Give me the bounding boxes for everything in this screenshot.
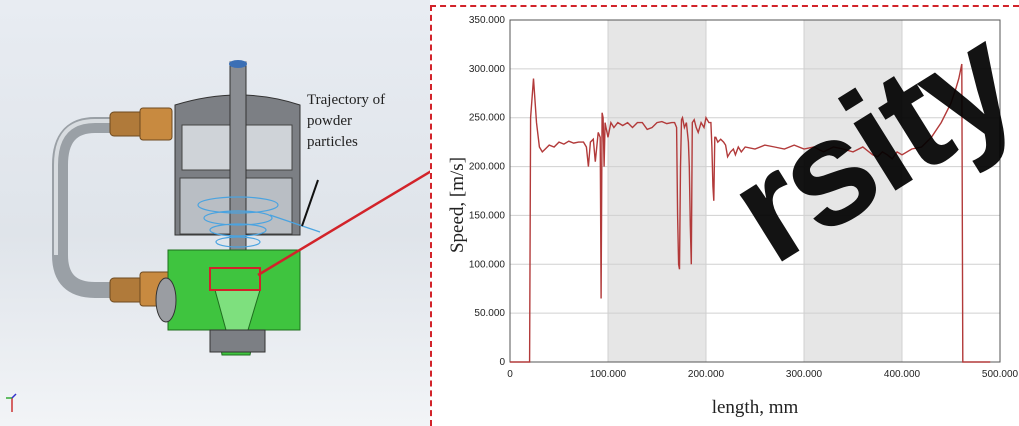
y-tick-label: 0	[499, 357, 505, 368]
label-pointer-line	[301, 179, 319, 227]
x-tick-label: 200.000	[688, 369, 725, 380]
shaded-band-1	[804, 20, 902, 362]
x-tick-label: 100.000	[590, 369, 627, 380]
x-tick-label: 0	[507, 369, 513, 380]
powder-feeder-cad-drawing	[6, 60, 430, 412]
x-axis-title: length, mm	[712, 397, 799, 418]
y-tick-label: 200.000	[469, 162, 506, 173]
x-tick-label: 300.000	[786, 369, 823, 380]
zoom-region-marker	[209, 267, 261, 291]
central-shaft	[229, 61, 247, 283]
return-tube-highlight	[54, 119, 150, 255]
y-axis-title: Speed, [m/s]	[447, 157, 468, 253]
y-tick-label: 100.000	[469, 259, 506, 270]
y-tick-label: 350.000	[469, 15, 506, 26]
coordinate-triad-icon	[6, 393, 17, 412]
y-tick-label: 250.000	[469, 113, 506, 124]
x-tick-label: 400.000	[884, 369, 921, 380]
y-tick-label: 300.000	[469, 64, 506, 75]
grid-lines	[509, 19, 1001, 363]
y-tick-label: 50.000	[474, 308, 505, 319]
zoomed-view-frame	[430, 5, 1019, 426]
series-line-speed	[510, 63, 991, 363]
particle-spiral	[197, 196, 321, 259]
plot-area-border	[509, 19, 1001, 363]
return-tube	[52, 117, 158, 298]
zoom-connector-line	[257, 170, 430, 277]
y-tick-label: 150.000	[469, 210, 506, 221]
cad-cross-section-panel: Trajectory of powder particles	[0, 0, 430, 426]
trajectory-label: Trajectory of powder particles	[307, 92, 386, 150]
speed-length-chart: 0 50.000 100.000 150.000 200.000 250.000 300.0…	[447, 15, 1019, 418]
x-tick-label: 500.000	[982, 369, 1019, 380]
shaded-bands	[608, 20, 902, 362]
